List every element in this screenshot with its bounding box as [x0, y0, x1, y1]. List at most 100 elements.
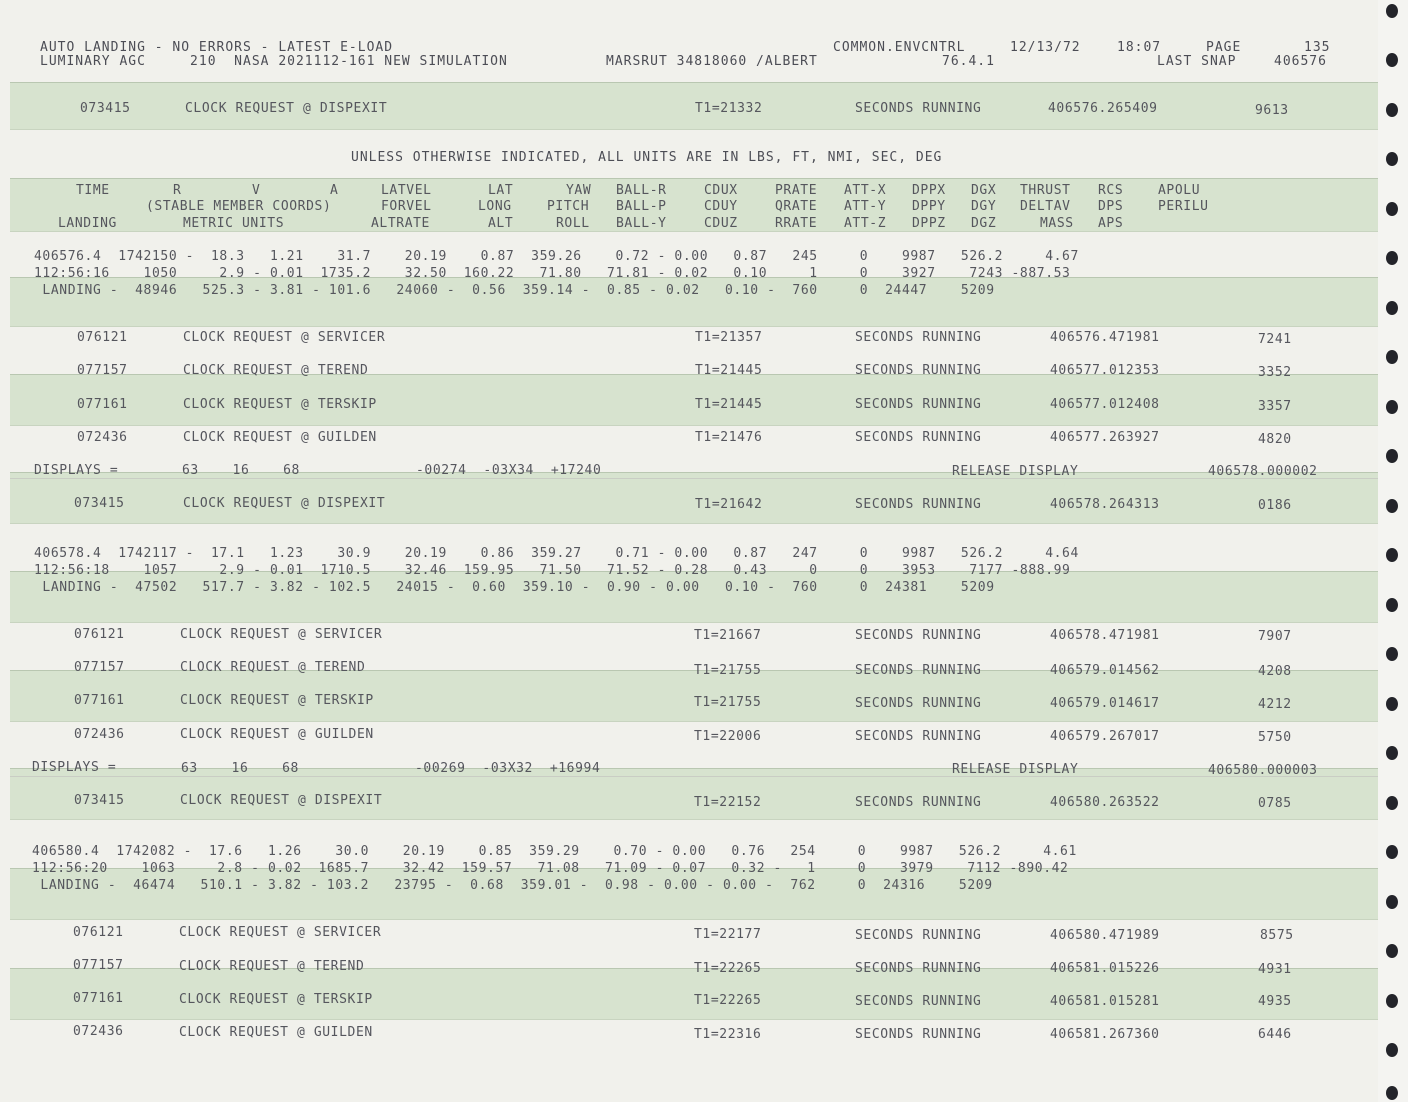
col-header: V [252, 183, 261, 198]
feed-hole [1386, 845, 1398, 859]
clock-time: 406577.012353 [1050, 363, 1160, 378]
col-header: BALL-P [616, 199, 667, 214]
clock-addr: 077157 [77, 363, 128, 378]
col-header: (STABLE MEMBER COORDS) [146, 199, 332, 214]
state-line: LANDING - 47502 517.7 - 3.82 - 102.5 240… [34, 580, 995, 595]
clock-t1: T1=21755 [694, 663, 762, 678]
clock-t1: T1=22177 [694, 927, 762, 942]
feed-hole [1386, 598, 1398, 612]
feed-hole [1386, 895, 1398, 909]
clock-status: SECONDS RUNNING [855, 928, 982, 943]
clock-t1: T1=21755 [694, 695, 762, 710]
clock-time: 406577.012408 [1050, 397, 1160, 412]
feed-hole [1386, 4, 1398, 18]
feed-hole [1386, 301, 1398, 315]
units-note: UNLESS OTHERWISE INDICATED, ALL UNITS AR… [351, 150, 943, 165]
header-subtitle: LUMINARY AGC 210 NASA 2021112-161 NEW SI… [40, 54, 508, 69]
clock-request-row: 072436 CLOCK REQUEST @ GUILDEN T1=22316 … [0, 1024, 1378, 1042]
clock-status: SECONDS RUNNING [855, 795, 982, 810]
clock-status: SECONDS RUNNING [855, 497, 982, 512]
col-header: ATT-X [844, 183, 887, 198]
clock-text: CLOCK REQUEST @ TERSKIP [183, 397, 377, 412]
feed-hole [1386, 697, 1398, 711]
col-header: MASS [1040, 216, 1074, 231]
col-header: CDUZ [704, 216, 738, 231]
col-header: A [330, 183, 339, 198]
clock-time: 406580.263522 [1050, 795, 1160, 810]
clock-num: 6446 [1258, 1027, 1292, 1042]
state-line: 406580.4 1742082 - 17.6 1.26 30.0 20.19 … [32, 844, 1077, 859]
clock-time: 406578.471981 [1050, 628, 1160, 643]
clock-addr: 077157 [73, 958, 124, 973]
col-header: DPPY [912, 199, 946, 214]
green-band [10, 277, 1378, 327]
col-header: ATT-Z [844, 216, 887, 231]
clock-time: 406579.014562 [1050, 663, 1160, 678]
col-header: LATVEL [381, 183, 432, 198]
col-header: LANDING [58, 216, 117, 231]
state-line: 406578.4 1742117 - 17.1 1.23 30.9 20.19 … [34, 546, 1079, 561]
clock-addr: 076121 [74, 627, 125, 642]
clock-text: CLOCK REQUEST @ SERVICER [179, 925, 382, 940]
clock-num: 3357 [1258, 399, 1292, 414]
feed-hole [1386, 548, 1398, 562]
clock-text: CLOCK REQUEST @ GUILDEN [179, 1025, 373, 1040]
clock-status: SECONDS RUNNING [855, 101, 982, 116]
clock-request-row: 077161 CLOCK REQUEST @ TERSKIP T1=21755 … [0, 693, 1378, 712]
green-band [10, 472, 1378, 524]
displays-label: DISPLAYS = [34, 463, 119, 478]
green-band [10, 670, 1378, 722]
col-header: DELTAV [1020, 199, 1071, 214]
col-header: LAT [488, 183, 514, 198]
clock-addr: 077157 [74, 660, 125, 675]
clock-addr: 076121 [77, 330, 128, 345]
clock-t1: T1=21642 [695, 497, 763, 512]
state-line: 112:56:20 1063 2.8 - 0.02 1685.7 32.42 1… [32, 861, 1069, 876]
col-header: THRUST [1020, 183, 1071, 198]
clock-request-row: 072436 CLOCK REQUEST @ GUILDEN T1=21476 … [0, 430, 1378, 447]
clock-time: 406581.015226 [1050, 961, 1160, 976]
col-header: BALL-Y [616, 216, 667, 231]
col-header: YAW [566, 183, 592, 198]
feed-hole [1386, 499, 1398, 513]
header-page-number: 135 [1304, 40, 1331, 55]
col-header: TIME [76, 183, 110, 198]
clock-text: CLOCK REQUEST @ DISPEXIT [183, 496, 386, 511]
clock-text: CLOCK REQUEST @ TEREND [180, 660, 366, 675]
displays-time: 406580.000003 [1208, 763, 1318, 778]
col-header: APOLU [1158, 183, 1201, 198]
separator-line [10, 478, 1378, 479]
feed-hole [1386, 1043, 1398, 1057]
header-time: 18:07 [1117, 40, 1162, 55]
feed-hole [1386, 350, 1398, 364]
clock-addr: 077161 [73, 991, 124, 1006]
col-header: METRIC UNITS [183, 216, 285, 231]
clock-t1: T1=21357 [695, 330, 763, 345]
clock-status: SECONDS RUNNING [855, 663, 982, 678]
clock-t1: T1=22265 [694, 993, 762, 1008]
clock-num: 5750 [1258, 730, 1292, 745]
feed-hole [1386, 647, 1398, 661]
clock-status: SECONDS RUNNING [855, 430, 982, 445]
clock-status: SECONDS RUNNING [855, 397, 982, 412]
displays-action: RELEASE DISPLAY [952, 762, 1079, 777]
displays-row: DISPLAYS = 63 16 68 -00269 -03X32 +16994… [0, 760, 1378, 778]
feed-hole [1386, 103, 1398, 117]
col-header: DGX [971, 183, 997, 198]
header-program: COMMON.ENVCNTRL [833, 40, 966, 55]
col-header: DGZ [971, 216, 997, 231]
displays-label: DISPLAYS = [32, 760, 117, 775]
col-header: LONG [478, 199, 512, 214]
clock-time: 406577.263927 [1050, 430, 1160, 445]
clock-num: 4208 [1258, 664, 1292, 679]
clock-status: SECONDS RUNNING [855, 628, 982, 643]
tractor-feed-strip [1378, 0, 1408, 1102]
clock-text: CLOCK REQUEST @ SERVICER [180, 627, 383, 642]
feed-hole [1386, 449, 1398, 463]
col-header: FORVEL [381, 199, 432, 214]
clock-request-row: 073415 CLOCK REQUEST @ DISPEXIT T1=22152… [0, 793, 1378, 811]
clock-num: 7907 [1258, 629, 1292, 644]
clock-request-row: 076121 CLOCK REQUEST @ SERVICER T1=21357… [0, 330, 1378, 347]
col-header: R [173, 183, 182, 198]
